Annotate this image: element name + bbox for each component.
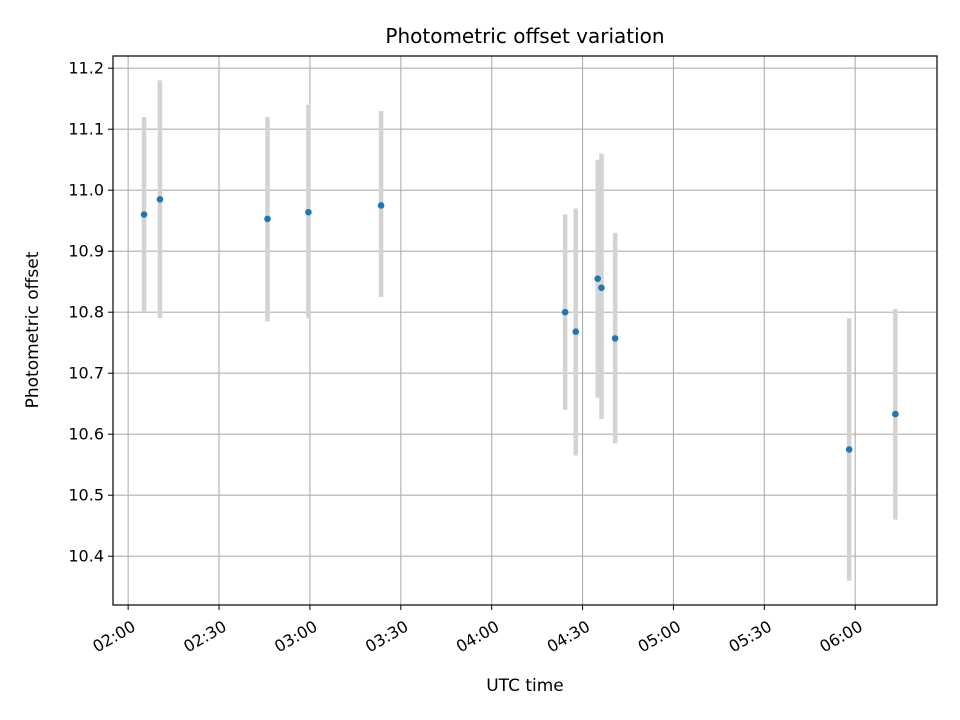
y-tick-label: 10.7 xyxy=(68,364,104,383)
y-tick-label: 10.6 xyxy=(68,425,104,444)
y-tick-label: 10.4 xyxy=(68,547,104,566)
y-tick-label: 11.2 xyxy=(68,59,104,78)
data-point xyxy=(594,275,602,282)
chart-title: Photometric offset variation xyxy=(385,24,664,48)
data-point xyxy=(377,202,385,209)
data-point xyxy=(140,211,148,218)
y-tick-label: 11.1 xyxy=(68,120,104,139)
data-point xyxy=(264,215,271,223)
y-tick-label: 10.5 xyxy=(68,486,104,505)
data-point xyxy=(611,335,619,342)
grid-lines xyxy=(113,56,937,605)
y-tick-label: 10.8 xyxy=(68,303,104,322)
data-points xyxy=(140,196,899,453)
plot-frame xyxy=(112,55,938,606)
data-point xyxy=(572,328,580,336)
y-tick-label: 11.0 xyxy=(68,181,104,200)
data-point xyxy=(305,208,312,216)
data-point xyxy=(892,410,899,418)
data-point xyxy=(561,308,569,316)
data-point xyxy=(845,446,853,453)
x-axis-title: UTC time xyxy=(486,676,564,696)
y-axis: 10.4 10.5 10.6 10.7 10.8 10.9 11.0 11.1 11.2 xyxy=(68,59,113,566)
data-point xyxy=(598,284,605,292)
y-tick-label: 10.9 xyxy=(68,242,104,261)
y-axis-title: Photometric offset xyxy=(23,251,43,408)
data-point xyxy=(156,196,164,203)
